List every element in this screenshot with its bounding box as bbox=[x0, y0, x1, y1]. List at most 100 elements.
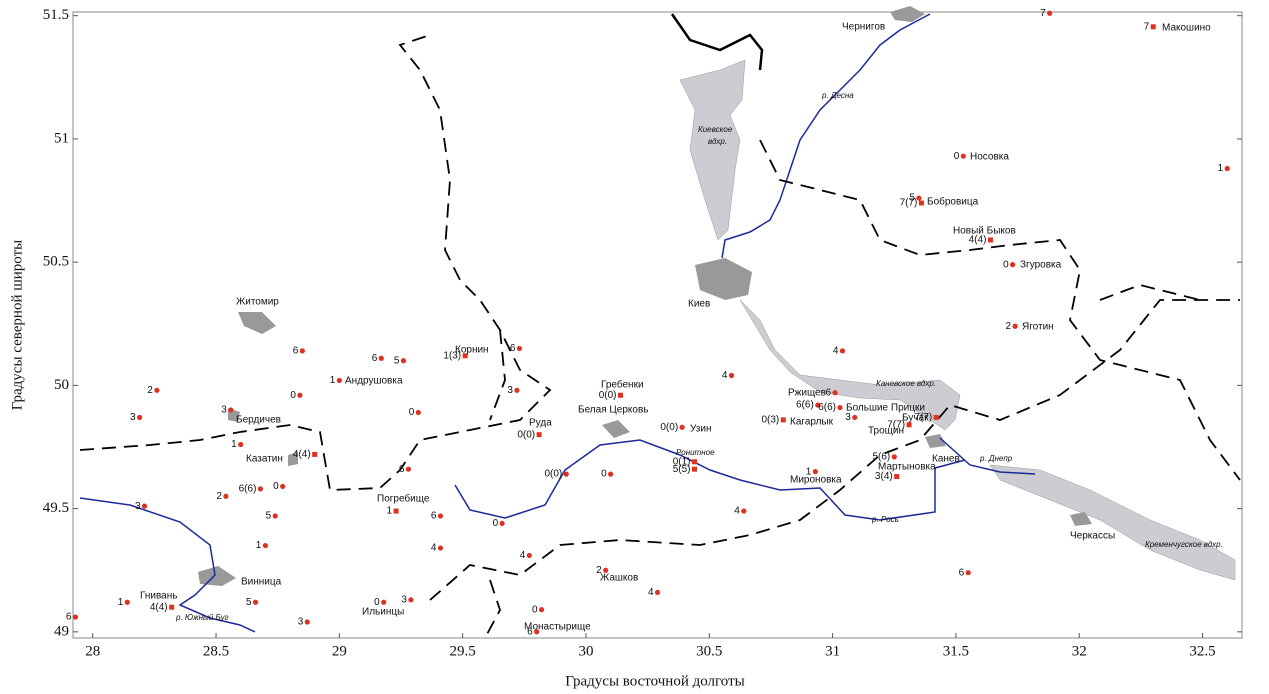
station bbox=[918, 200, 924, 206]
place-name: Бердичев bbox=[236, 415, 281, 426]
station-value: 4 bbox=[833, 346, 839, 357]
station bbox=[312, 451, 318, 457]
x-tick-label: 29.5 bbox=[450, 643, 476, 659]
station bbox=[534, 629, 540, 635]
station bbox=[238, 441, 244, 448]
station bbox=[437, 545, 444, 551]
station bbox=[916, 195, 922, 201]
station-value: 0(3) bbox=[761, 415, 779, 426]
station-value: 6(6) bbox=[818, 402, 836, 413]
place-name: Киев bbox=[688, 299, 710, 310]
station-value: 2 bbox=[1006, 321, 1012, 332]
station-value: 4(4) bbox=[293, 449, 311, 460]
station-value: 4 bbox=[722, 370, 728, 381]
station bbox=[987, 237, 993, 243]
station-value: 0(0) bbox=[599, 390, 617, 401]
station-value: 1 bbox=[256, 540, 262, 551]
station bbox=[252, 599, 259, 605]
station-value: 0(0) bbox=[660, 422, 678, 433]
station-value: 3 bbox=[135, 501, 141, 512]
station bbox=[378, 355, 384, 361]
station-value: 3 bbox=[401, 594, 407, 605]
station bbox=[906, 422, 912, 428]
station bbox=[514, 387, 520, 393]
place-name: Бобровица bbox=[927, 196, 979, 208]
station bbox=[381, 599, 387, 605]
station bbox=[538, 607, 545, 613]
station-value: 3 bbox=[298, 617, 304, 628]
x-tick-label: 30.5 bbox=[696, 643, 722, 659]
station bbox=[852, 414, 858, 421]
station bbox=[499, 520, 505, 526]
x-tick-label: 28.5 bbox=[203, 643, 229, 659]
place-name: Погребище bbox=[377, 493, 430, 505]
station bbox=[1010, 262, 1016, 268]
place-name: Гребенки bbox=[601, 379, 644, 391]
station bbox=[526, 552, 532, 559]
x-tick-label: 31 bbox=[825, 643, 840, 659]
station-value: 5 bbox=[246, 597, 252, 608]
x-tick-label: 29 bbox=[332, 643, 347, 659]
station-value: 3 bbox=[507, 385, 513, 396]
station bbox=[437, 513, 444, 519]
station bbox=[1150, 24, 1156, 30]
station bbox=[894, 474, 900, 480]
place-name: Яготин bbox=[1022, 322, 1054, 333]
place-name: Жашков bbox=[600, 573, 638, 584]
station bbox=[72, 614, 79, 620]
y-tick-label: 50.5 bbox=[43, 254, 69, 270]
station bbox=[299, 348, 305, 354]
x-tick-label: 30 bbox=[578, 643, 593, 659]
station-value: 4 bbox=[520, 550, 526, 561]
station bbox=[280, 483, 286, 490]
station bbox=[400, 358, 407, 364]
station bbox=[169, 604, 175, 610]
place-name: Андрушовка bbox=[345, 376, 403, 387]
place-name: Руда bbox=[529, 418, 552, 429]
station bbox=[405, 466, 412, 472]
station-value: 0 bbox=[493, 518, 499, 529]
water-label: р. Днепр bbox=[979, 454, 1013, 463]
place-name: Мироновка bbox=[790, 475, 842, 486]
place-name: Большие Прицки bbox=[846, 403, 925, 414]
station-value: 6 bbox=[66, 612, 72, 623]
place-name: Канев bbox=[932, 454, 960, 465]
station-value: 1 bbox=[806, 466, 812, 477]
place-name: Корнин bbox=[455, 345, 489, 356]
station-value: 0 bbox=[273, 481, 279, 492]
rivers bbox=[79, 13, 1036, 633]
station bbox=[536, 432, 542, 438]
station-value: 2 bbox=[216, 491, 222, 502]
place-name: Мартыновка bbox=[878, 462, 936, 473]
station bbox=[462, 353, 468, 359]
station-value: 6 bbox=[510, 343, 516, 354]
place-name: Ильинцы bbox=[362, 607, 404, 618]
station bbox=[741, 508, 747, 514]
station-value: 1(3) bbox=[443, 350, 461, 361]
station-value: 6 bbox=[399, 464, 405, 475]
station-value: 1 bbox=[1218, 163, 1224, 174]
station bbox=[141, 503, 148, 509]
place-name: Казатин bbox=[246, 454, 283, 465]
station-value: 1 bbox=[330, 375, 336, 386]
station-value: 3 bbox=[130, 412, 136, 423]
station bbox=[691, 466, 697, 472]
place-name: Кагарлык bbox=[790, 417, 834, 428]
station bbox=[965, 570, 971, 576]
border bbox=[670, 13, 764, 71]
place-name: Черкассы bbox=[1070, 531, 1115, 542]
reservoirs bbox=[679, 59, 1236, 581]
station bbox=[679, 424, 685, 430]
station-value: 4 bbox=[734, 506, 740, 517]
y-tick-label: 51 bbox=[54, 130, 69, 146]
x-tick-label: 32 bbox=[1072, 643, 1087, 659]
station-value: 6 bbox=[293, 346, 299, 357]
station bbox=[228, 407, 234, 413]
station-value: 5 bbox=[394, 355, 400, 366]
station bbox=[272, 513, 278, 519]
x-axis-label: Градусы восточной долготы bbox=[565, 673, 744, 689]
station-value: 7(7) bbox=[887, 419, 905, 430]
y-tick-label: 51.5 bbox=[43, 7, 69, 23]
water-label: р. Рось bbox=[871, 515, 899, 524]
station-value: 0 bbox=[532, 604, 538, 615]
